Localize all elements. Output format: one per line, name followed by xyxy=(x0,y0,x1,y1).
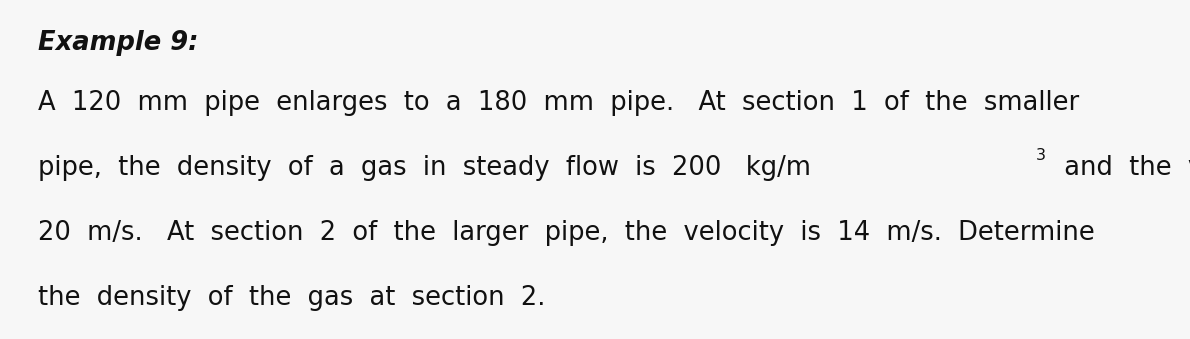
Text: 3: 3 xyxy=(1035,148,1046,163)
Text: Example 9:: Example 9: xyxy=(38,30,199,56)
Text: A  120  mm  pipe  enlarges  to  a  180  mm  pipe.   At  section  1  of  the  sma: A 120 mm pipe enlarges to a 180 mm pipe.… xyxy=(38,90,1079,116)
Text: 20  m/s.   At  section  2  of  the  larger  pipe,  the  velocity  is  14  m/s.  : 20 m/s. At section 2 of the larger pipe,… xyxy=(38,220,1095,246)
Text: pipe,  the  density  of  a  gas  in  steady  flow  is  200   kg/m: pipe, the density of a gas in steady flo… xyxy=(38,155,812,181)
Text: the  density  of  the  gas  at  section  2.: the density of the gas at section 2. xyxy=(38,285,545,311)
Text: and  the  velocity  is: and the velocity is xyxy=(1048,155,1190,181)
